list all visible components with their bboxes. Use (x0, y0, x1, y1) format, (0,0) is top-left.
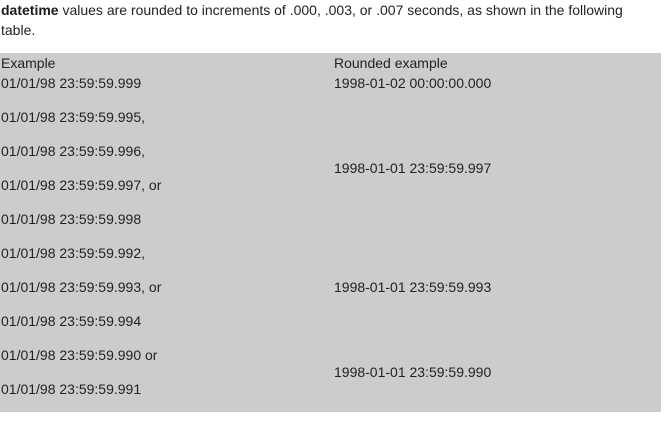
rounded-cell: 1998-01-01 23:59:59.997 (334, 160, 492, 176)
datetime-term: datetime (1, 2, 59, 18)
example-cell: 01/01/98 23:59:59.996, (1, 143, 146, 159)
example-cell: 01/01/98 23:59:59.995, (1, 109, 146, 125)
example-cell: 01/01/98 23:59:59.993, or (1, 279, 162, 295)
example-cell: 01/01/98 23:59:59.994 (1, 313, 142, 329)
example-cell: 01/01/98 23:59:59.990 or (1, 347, 158, 363)
example-cell: 01/01/98 23:59:59.999 (1, 75, 142, 91)
intro-paragraph: datetime values are rounded to increment… (1, 0, 651, 40)
rounding-table: Example Rounded example 01/01/98 23:59:5… (0, 53, 661, 412)
header-rounded-example: Rounded example (334, 55, 448, 71)
rounded-cell: 1998-01-01 23:59:59.990 (334, 364, 492, 380)
intro-text: values are rounded to increments of .000… (1, 2, 623, 38)
rounded-cell: 1998-01-02 00:00:00.000 (334, 75, 492, 91)
example-cell: 01/01/98 23:59:59.991 (1, 381, 142, 397)
example-cell: 01/01/98 23:59:59.997, or (1, 177, 162, 193)
header-example: Example (1, 55, 56, 71)
rounded-cell: 1998-01-01 23:59:59.993 (334, 279, 492, 295)
example-cell: 01/01/98 23:59:59.998 (1, 211, 142, 227)
example-cell: 01/01/98 23:59:59.992, (1, 245, 146, 261)
